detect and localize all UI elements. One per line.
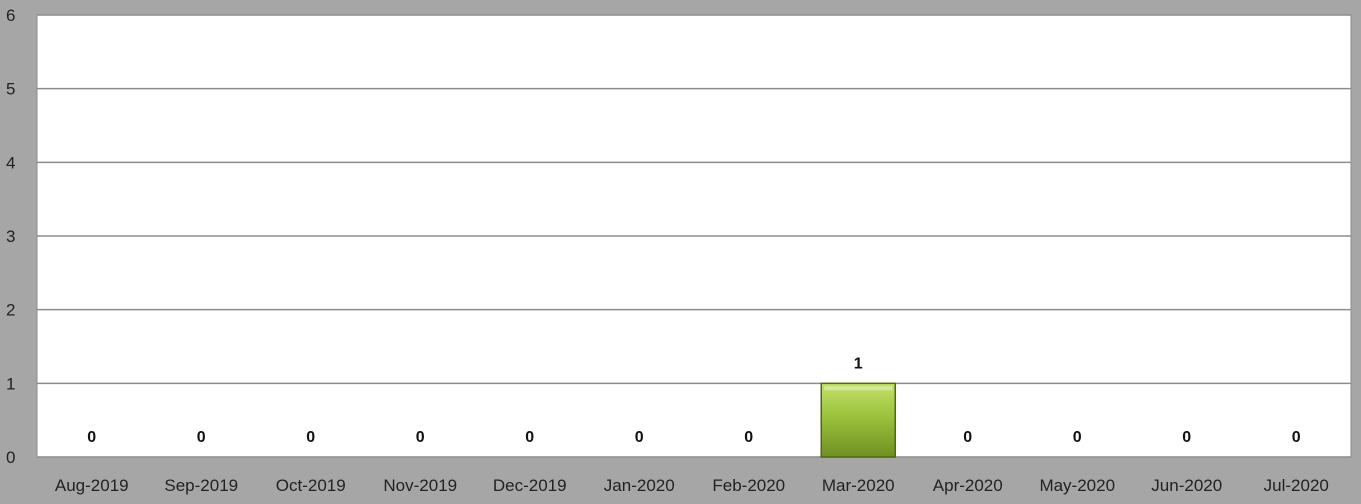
y-tick-label: 4 [6,153,15,172]
data-label: 1 [854,355,863,372]
x-tick-label: Dec-2019 [493,476,567,495]
data-label: 0 [306,429,315,446]
x-tick-label: Jul-2020 [1264,476,1329,495]
data-label: 0 [1292,429,1301,446]
x-tick-label: Aug-2019 [55,476,129,495]
data-label: 0 [635,429,644,446]
gridlines [37,14,1351,458]
data-labels: 0 0 0 0 0 0 0 1 0 0 0 0 [87,355,1301,446]
x-tick-label: Sep-2019 [164,476,238,495]
data-label: 0 [1182,429,1191,446]
y-tick-label: 1 [6,374,15,393]
x-tick-label: Mar-2020 [822,476,895,495]
bars [820,382,896,458]
x-tick-label: Jun-2020 [1151,476,1222,495]
y-tick-label: 3 [6,227,15,246]
x-axis-ticks: Aug-2019 Sep-2019 Oct-2019 Nov-2019 Dec-2019… [55,476,1329,495]
bar-highlight [824,386,893,391]
data-label: 0 [525,429,534,446]
y-tick-label: 5 [6,80,15,99]
y-tick-label: 6 [6,6,15,25]
y-tick-label: 2 [6,301,15,320]
data-label: 0 [744,429,753,446]
x-tick-label: Feb-2020 [712,476,785,495]
y-axis-ticks: 0 1 2 3 4 5 6 [6,6,15,467]
data-label: 0 [87,429,96,446]
data-label: 0 [197,429,206,446]
data-label: 0 [416,429,425,446]
x-tick-label: Apr-2020 [933,476,1003,495]
x-tick-label: Oct-2019 [276,476,346,495]
x-tick-label: Jan-2020 [604,476,675,495]
x-tick-label: Nov-2019 [383,476,457,495]
data-label: 0 [1073,429,1082,446]
y-tick-label: 0 [6,448,15,467]
x-tick-label: May-2020 [1039,476,1115,495]
data-label: 0 [963,429,972,446]
bar-mar-2020 [820,382,896,458]
